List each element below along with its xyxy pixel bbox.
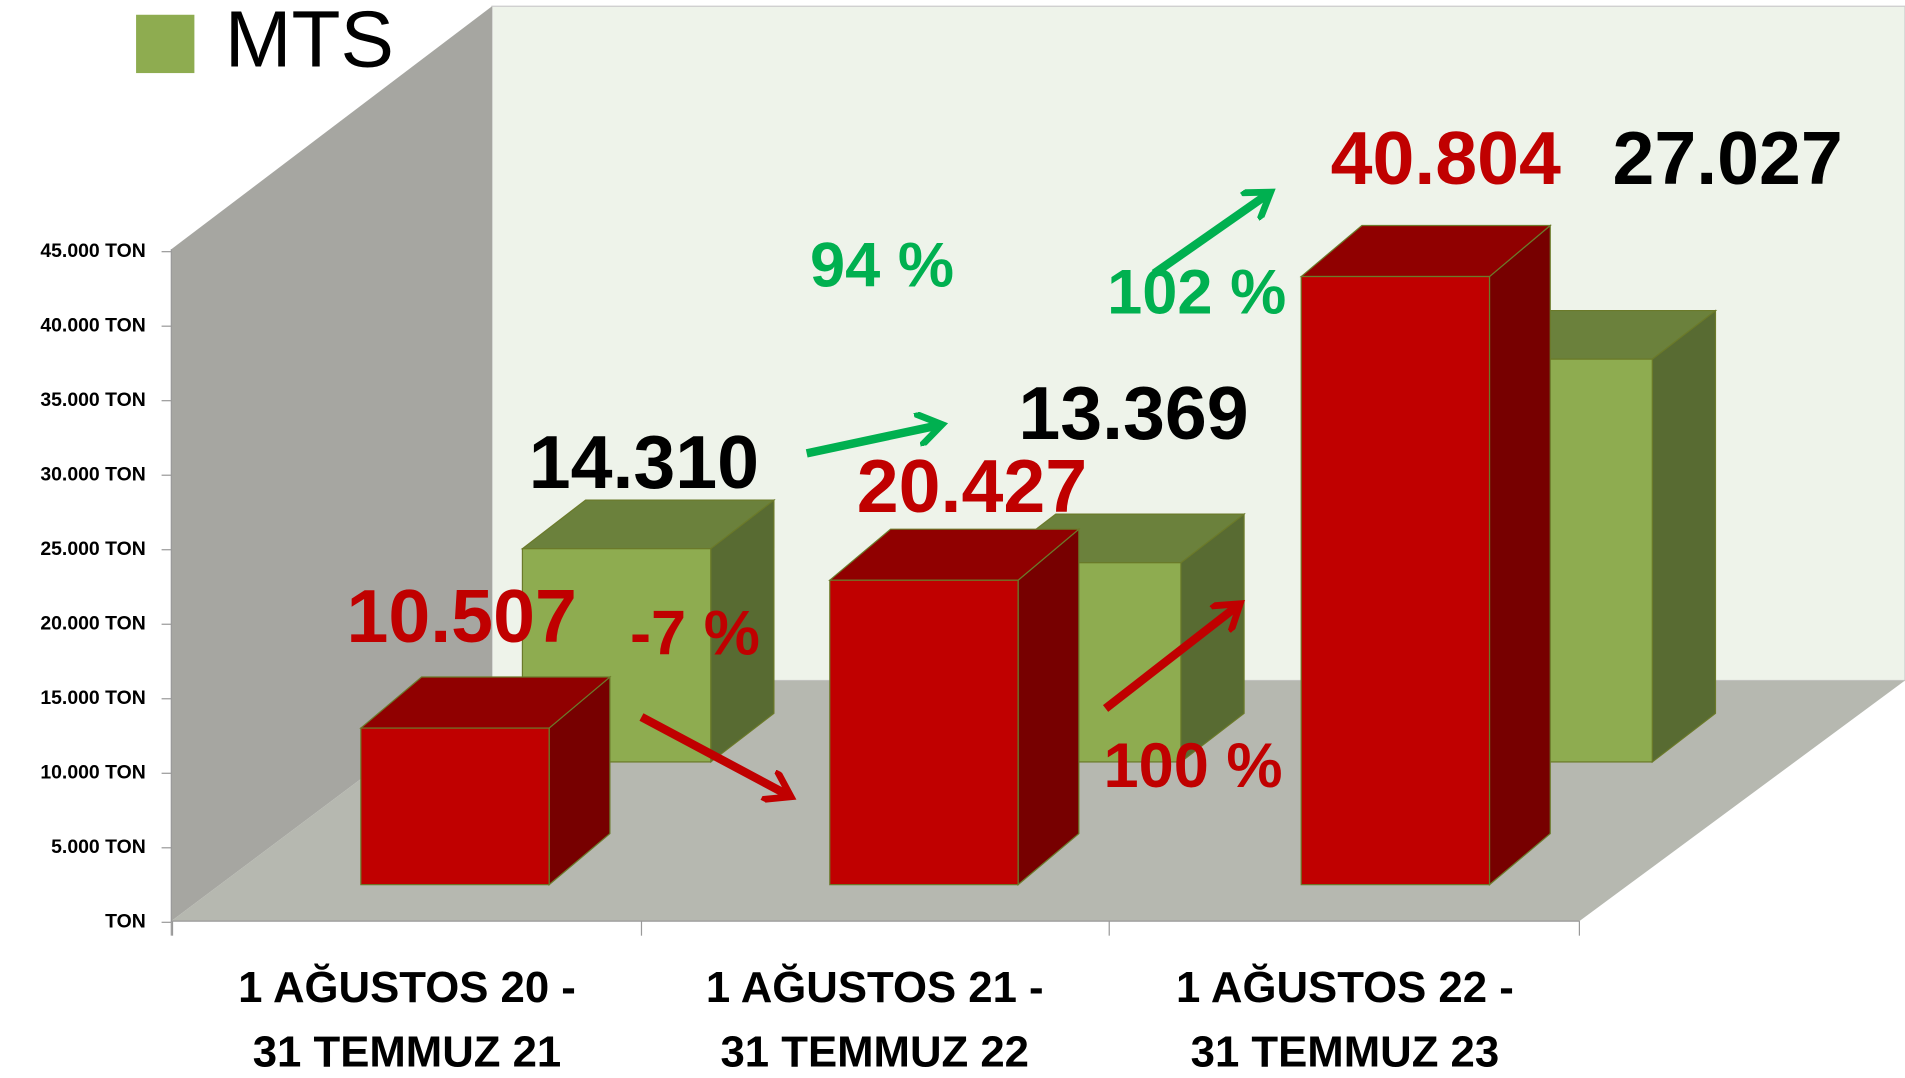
value-label: 27.027 — [1612, 116, 1842, 200]
x-tick-label: 1 AĞUSTOS 22 - — [1176, 962, 1514, 1012]
y-tick-label: 45.000 TON — [40, 240, 145, 262]
y-tick-label: TON — [105, 910, 146, 932]
y-tick-label: 40.000 TON — [40, 314, 145, 336]
y-tick-label: 5.000 TON — [51, 836, 146, 858]
y-tick-label: 25.000 TON — [40, 538, 145, 560]
value-label: 40.804 — [1331, 116, 1561, 200]
arrow — [805, 425, 938, 458]
value-label: 10.507 — [346, 574, 576, 658]
value-label: 14.310 — [529, 420, 759, 504]
bar — [360, 727, 550, 886]
bars — [359, 224, 1718, 886]
y-tick-label: 10.000 TON — [40, 761, 145, 783]
bar — [829, 579, 1019, 886]
arrow — [1151, 195, 1267, 278]
arrow — [639, 713, 787, 795]
bar-side — [1488, 224, 1551, 886]
annotation: 102 % — [1107, 257, 1286, 327]
bar — [1300, 275, 1491, 886]
x-ticks — [171, 921, 1581, 936]
annotation: 100 % — [1104, 731, 1283, 801]
legend-label: MTS — [225, 0, 394, 83]
y-tick-label: 30.000 TON — [40, 463, 145, 485]
value-label: 20.427 — [857, 444, 1087, 528]
y-tick-label: 35.000 TON — [40, 389, 145, 411]
annotation: 94 % — [810, 231, 954, 301]
legend-swatch — [136, 14, 195, 74]
value-label: 13.369 — [1018, 371, 1248, 455]
x-tick-label: 1 AĞUSTOS 20 - — [238, 962, 576, 1012]
y-tick-label: 15.000 TON — [40, 687, 145, 709]
x-tick-label: 31 TEMMUZ 21 — [253, 1027, 562, 1076]
arrow — [1102, 606, 1237, 712]
bar-side — [1017, 527, 1080, 886]
y-tick-label: 20.000 TON — [40, 612, 145, 634]
x-tick-label: 1 AĞUSTOS 21 - — [706, 962, 1044, 1012]
bar-side — [1651, 309, 1717, 764]
annotation: -7 % — [630, 599, 760, 669]
x-tick-label: 31 TEMMUZ 22 — [720, 1027, 1029, 1076]
x-tick-label: 31 TEMMUZ 23 — [1191, 1027, 1500, 1076]
